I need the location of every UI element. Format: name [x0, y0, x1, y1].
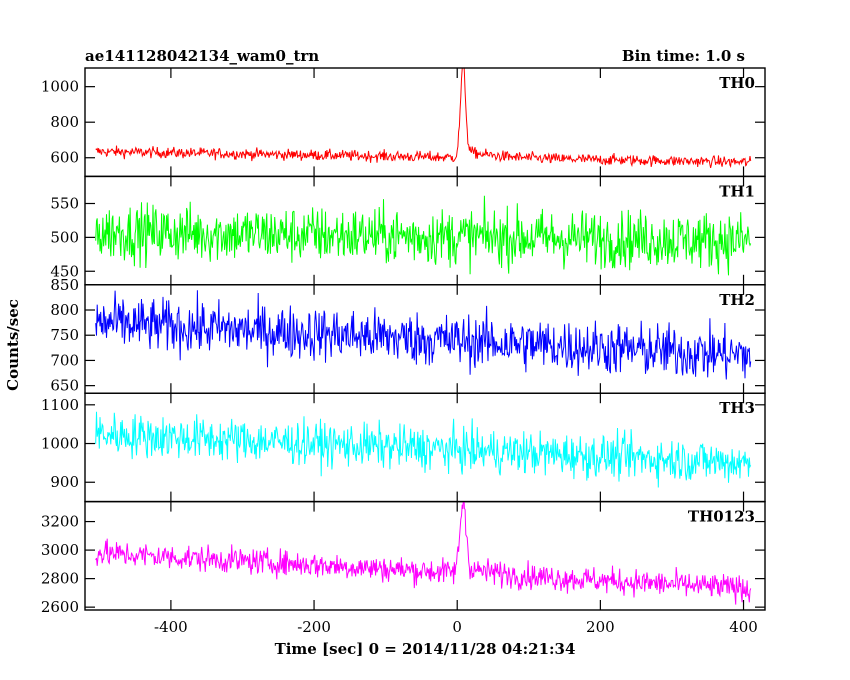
y-tick-label: 750 [50, 326, 79, 344]
series-line-th0123 [95, 501, 752, 605]
x-axis-label: Time [sec] 0 = 2014/11/28 04:21:34 [275, 640, 576, 658]
panel-name-label: TH3 [719, 399, 755, 417]
panel-th0: 600 800 1000 TH0 [41, 67, 766, 178]
series-line-th1 [95, 195, 752, 276]
y-axis-label: Counts/sec [4, 299, 22, 391]
x-tick-label: -400 [154, 618, 188, 636]
panel-frame [84, 67, 766, 178]
panel-th1: 450 500 550 TH1 [50, 175, 766, 286]
y-tick-label: 600 [50, 149, 79, 167]
y-tick-label: 650 [50, 377, 79, 395]
y-tick-label: 2800 [41, 570, 79, 588]
x-tick-label: 400 [729, 618, 758, 636]
y-tick-label: 800 [50, 301, 79, 319]
chart-title: ae141128042134_wam0_trn [85, 47, 319, 65]
panel-name-label: TH0123 [688, 508, 755, 526]
panel-frame [84, 500, 766, 611]
series-line-th3 [95, 411, 752, 488]
y-tick-label: 850 [50, 276, 79, 294]
panel-th0123: 2600 2800 3000 3200 TH0123 [41, 500, 766, 616]
y-tick-label: 550 [50, 195, 79, 213]
y-tick-label: 3200 [41, 513, 79, 531]
series-line-th2 [95, 290, 752, 380]
y-tick-label: 500 [50, 228, 79, 246]
panel-name-label: TH2 [719, 291, 755, 309]
y-tick-label: 700 [50, 351, 79, 369]
y-tick-label: 800 [50, 113, 79, 131]
y-tick-label: 450 [50, 262, 79, 280]
series-line-th0 [95, 68, 752, 169]
panel-th2: 650 700 750 800 850 TH2 [50, 276, 766, 395]
panel-name-label: TH1 [719, 182, 755, 200]
x-tick-label: 200 [586, 618, 615, 636]
panel-th3: 900 1000 1100 TH3 [41, 392, 766, 503]
y-tick-label: 3000 [41, 541, 79, 559]
panels-group: 600 800 1000 TH0 450 500 550 TH1 650 700 750 800 850… [41, 67, 766, 636]
panel-name-label: TH0 [719, 74, 755, 92]
y-tick-label: 900 [50, 473, 79, 491]
y-tick-label: 1000 [41, 435, 79, 453]
panel-frame [84, 392, 766, 503]
y-tick-label: 1000 [41, 78, 79, 96]
panel-frame [84, 175, 766, 286]
y-tick-label: 1100 [41, 396, 79, 414]
bin-time-label: Bin time: 1.0 s [622, 47, 745, 65]
x-tick-label: -200 [297, 618, 331, 636]
y-tick-label: 2600 [41, 598, 79, 616]
x-tick-label: 0 [452, 618, 462, 636]
